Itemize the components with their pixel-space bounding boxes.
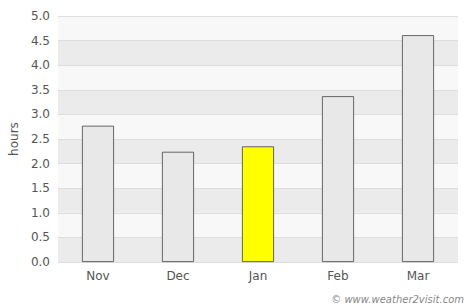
svg-text:3.0: 3.0 — [31, 107, 50, 121]
svg-text:2.5: 2.5 — [31, 132, 50, 146]
svg-text:4.0: 4.0 — [31, 58, 50, 72]
svg-text:2.0: 2.0 — [31, 157, 50, 171]
svg-text:hours: hours — [7, 122, 21, 156]
svg-text:Nov: Nov — [86, 269, 109, 283]
svg-text:3.5: 3.5 — [31, 83, 50, 97]
svg-text:5.0: 5.0 — [31, 9, 50, 23]
svg-text:0.0: 0.0 — [31, 255, 50, 269]
svg-text:0.5: 0.5 — [31, 230, 50, 244]
svg-text:© www.weather2visit.com: © www.weather2visit.com — [331, 294, 464, 305]
svg-text:1.0: 1.0 — [31, 206, 50, 220]
svg-text:Mar: Mar — [407, 269, 430, 283]
svg-text:Jan: Jan — [248, 269, 268, 283]
svg-text:4.5: 4.5 — [31, 34, 50, 48]
svg-text:Dec: Dec — [166, 269, 189, 283]
svg-text:1.5: 1.5 — [31, 181, 50, 195]
svg-text:Feb: Feb — [327, 269, 348, 283]
